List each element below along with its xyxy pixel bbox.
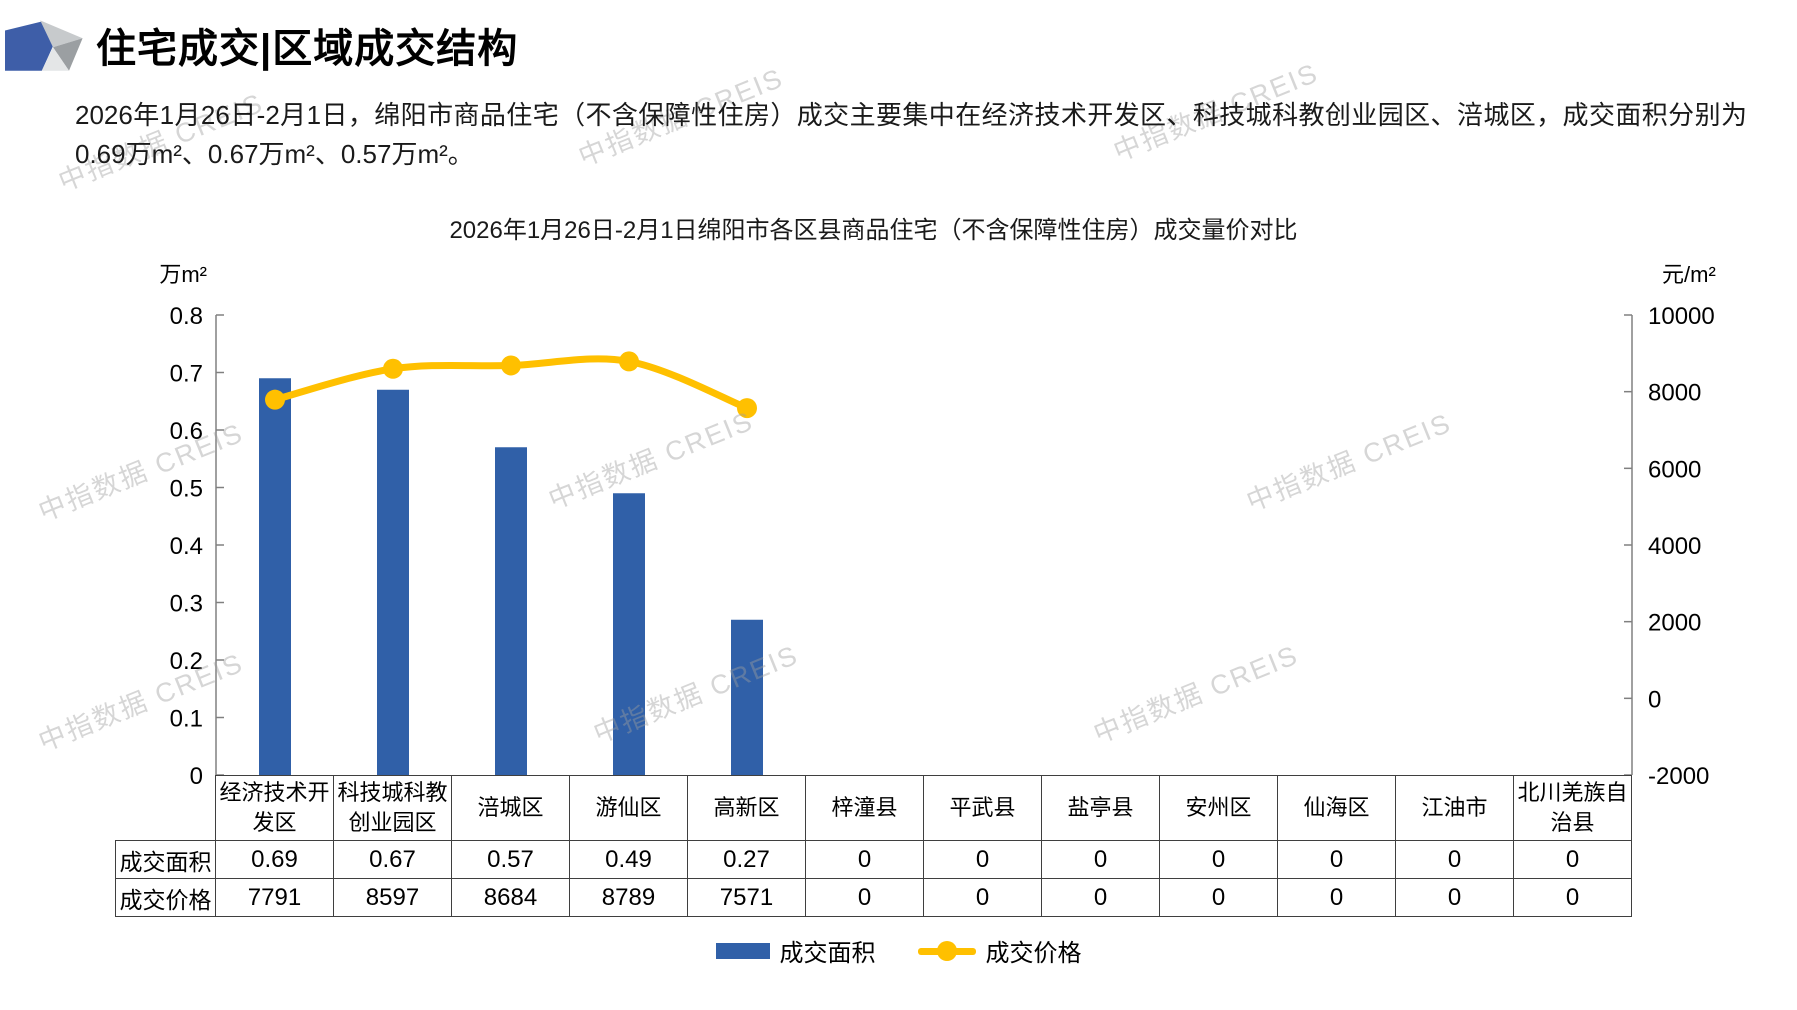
price-value-cell: 0 xyxy=(1395,878,1514,917)
intro-paragraph: 2026年1月26日-2月1日，绵阳市商品住宅（不含保障性住房）成交主要集中在经… xyxy=(75,100,1747,169)
price-value-cell: 0 xyxy=(923,878,1042,917)
category-header: 盐亭县 xyxy=(1041,775,1160,841)
left-axis-label: 0 xyxy=(190,763,203,790)
row-header: 成交面积 xyxy=(115,840,216,879)
area-value-cell: 0.27 xyxy=(687,840,806,879)
category-header: 高新区 xyxy=(687,775,806,841)
right-axis-label: 8000 xyxy=(1648,380,1701,407)
price-value-cell: 8597 xyxy=(333,878,452,917)
category-header: 经济技术开发区 xyxy=(215,775,334,841)
price-value-cell: 8789 xyxy=(569,878,688,917)
right-axis-label: 2000 xyxy=(1648,610,1701,637)
bar-成交面积 xyxy=(613,493,645,775)
area-value-cell: 0 xyxy=(1395,840,1514,879)
table-row: 成交面积 0.69 0.67 0.57 0.49 0.27 0 0 0 0 0 0 0 xyxy=(115,840,1632,879)
area-value-cell: 0 xyxy=(1041,840,1160,879)
chart-title: 2026年1月26日-2月1日绵阳市各区县商品住宅（不含保障性住房）成交量价对比 xyxy=(449,217,1298,244)
left-axis-label: 0.2 xyxy=(170,648,203,675)
price-value-cell: 0 xyxy=(805,878,924,917)
left-axis-label: 0.6 xyxy=(170,418,203,445)
line-marker xyxy=(501,355,521,376)
bar-成交面积 xyxy=(731,619,763,775)
category-header: 科技城科教创业园区 xyxy=(333,775,452,841)
row-header: 成交价格 xyxy=(115,878,216,917)
left-axis-label: 0.5 xyxy=(170,476,203,503)
table-row: 成交价格 7791 8597 8684 8789 7571 0 0 0 0 0 0 0 xyxy=(115,878,1632,917)
category-header: 梓潼县 xyxy=(805,775,924,841)
price-value-cell: 0 xyxy=(1041,878,1160,917)
price-value-cell: 7571 xyxy=(687,878,806,917)
price-value-cell: 0 xyxy=(1159,878,1278,917)
area-value-cell: 0.69 xyxy=(215,840,334,879)
report-logo xyxy=(5,17,85,73)
category-header: 仙海区 xyxy=(1277,775,1396,841)
price-value-cell: 0 xyxy=(1277,878,1396,917)
area-value-cell: 0 xyxy=(1513,840,1632,879)
right-axis-label: -2000 xyxy=(1648,763,1709,790)
area-value-cell: 0.57 xyxy=(451,840,570,879)
right-axis-unit: 元/m² xyxy=(1662,262,1716,287)
bar-成交面积 xyxy=(495,447,527,775)
page-title: 住宅成交|区域成交结构 xyxy=(96,27,519,71)
price-value-cell: 7791 xyxy=(215,878,334,917)
legend-label-area: 成交面积 xyxy=(779,940,876,967)
category-header: 安州区 xyxy=(1159,775,1278,841)
category-header: 北川羌族自治县 xyxy=(1513,775,1632,841)
legend-item-price: 成交价格 xyxy=(917,933,1082,968)
left-axis-unit: 万m² xyxy=(159,262,207,287)
line-marker xyxy=(619,351,639,372)
right-axis-label: 6000 xyxy=(1648,456,1701,483)
legend-label-price: 成交价格 xyxy=(985,940,1082,967)
legend-dot-glyph xyxy=(936,940,957,961)
line-marker xyxy=(383,358,403,379)
area-value-cell: 0 xyxy=(1159,840,1278,879)
category-header: 游仙区 xyxy=(569,775,688,841)
line-marker xyxy=(737,398,757,419)
chart-legend: 成交面积 成交价格 xyxy=(0,933,1797,968)
category-header: 江油市 xyxy=(1395,775,1514,841)
area-value-cell: 0.67 xyxy=(333,840,452,879)
left-axis-label: 0.3 xyxy=(170,591,203,618)
bar-legend-swatch xyxy=(715,942,770,959)
left-axis-label: 0.7 xyxy=(170,361,203,388)
left-axis-label: 0.8 xyxy=(170,303,203,330)
line-marker xyxy=(265,389,285,410)
category-header: 涪城区 xyxy=(451,775,570,841)
bar-成交面积 xyxy=(259,378,291,775)
bar-成交面积 xyxy=(377,389,409,775)
category-header: 平武县 xyxy=(923,775,1042,841)
legend-item-area: 成交面积 xyxy=(715,933,876,968)
right-axis-label: 10000 xyxy=(1648,303,1715,330)
area-value-cell: 0.49 xyxy=(569,840,688,879)
line-legend-swatch xyxy=(917,940,976,962)
left-axis-label: 0.4 xyxy=(170,533,203,560)
price-value-cell: 8684 xyxy=(451,878,570,917)
table-corner-cell xyxy=(116,776,216,841)
area-value-cell: 0 xyxy=(805,840,924,879)
area-value-cell: 0 xyxy=(1277,840,1396,879)
data-table: 经济技术开发区 科技城科教创业园区 涪城区 游仙区 高新区 梓潼县 平武县 盐亭县 安州区 仙海区… xyxy=(115,775,1632,917)
left-axis-label: 0.1 xyxy=(170,706,203,733)
area-value-cell: 0 xyxy=(923,840,1042,879)
right-axis-label: 4000 xyxy=(1648,533,1701,560)
right-axis-label: 0 xyxy=(1648,686,1661,713)
price-value-cell: 0 xyxy=(1513,878,1632,917)
